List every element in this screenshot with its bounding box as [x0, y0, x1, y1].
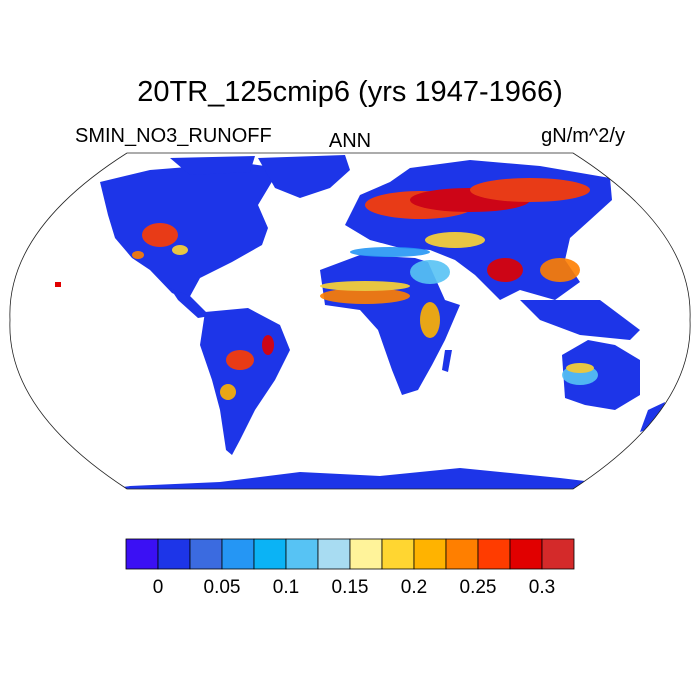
plot-title: 20TR_125cmip6 (yrs 1947-1966) — [137, 76, 563, 108]
colorbar-tick-label: 0 — [152, 577, 164, 598]
australia — [562, 340, 640, 410]
land-field — [40, 155, 665, 489]
greenland — [258, 155, 350, 198]
colorbar-tick-label: 0.25 — [459, 577, 497, 598]
new-zealand — [640, 402, 665, 432]
colorbar-swatch — [317, 538, 351, 570]
colorbar-swatch — [221, 538, 255, 570]
units-label: gN/m^2/y — [541, 125, 625, 147]
colorbar — [125, 538, 575, 570]
madagascar — [442, 350, 452, 372]
colorbar-tick-label: 0.3 — [528, 577, 556, 598]
antarctica — [40, 468, 660, 489]
colorbar-tick-label: 0.1 — [272, 577, 300, 598]
variable-label: SMIN_NO3_RUNOFF — [75, 125, 272, 147]
hawaii-point — [55, 282, 61, 287]
colorbar-tick-label: 0.15 — [331, 577, 369, 598]
colorbar-swatch — [509, 538, 543, 570]
hotspots — [132, 178, 598, 400]
colorbar-swatch — [253, 538, 287, 570]
colorbar-swatch — [349, 538, 383, 570]
south-america — [200, 308, 290, 455]
colorbar-swatch — [413, 538, 447, 570]
colorbar-swatch — [477, 538, 511, 570]
colorbar-swatch — [445, 538, 479, 570]
colorbar-swatch — [189, 538, 223, 570]
north-america — [100, 164, 280, 300]
colorbar-tick-label: 0.05 — [203, 577, 241, 598]
colorbar-tick-label: 0.2 — [400, 577, 428, 598]
colorbar-swatch — [125, 538, 159, 570]
colorbar-swatch — [541, 538, 575, 570]
colorbar-swatch — [285, 538, 319, 570]
season-label: ANN — [328, 130, 372, 152]
central-america — [170, 288, 210, 318]
colorbar-swatch — [381, 538, 415, 570]
map-boundary — [9, 152, 691, 490]
indonesia — [520, 300, 640, 340]
arctic-islands — [170, 156, 255, 175]
colorbar-swatch — [157, 538, 191, 570]
